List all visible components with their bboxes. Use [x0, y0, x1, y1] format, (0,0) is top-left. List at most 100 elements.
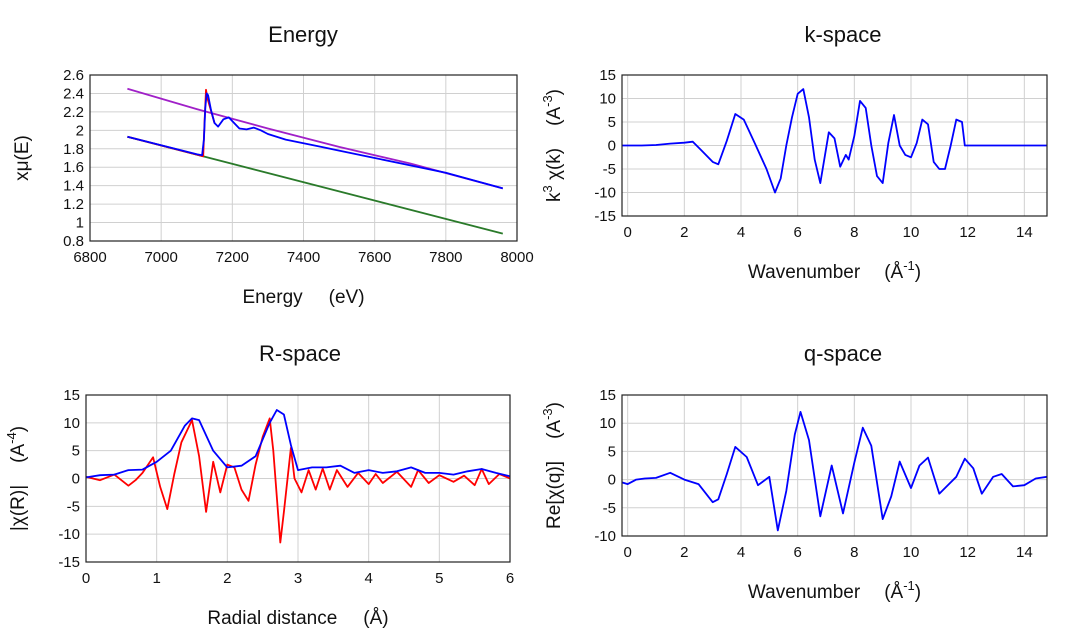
- x-tick-label: 14: [1016, 224, 1033, 241]
- y-tick-label: 0.8: [63, 233, 84, 250]
- y-tick-label: 5: [72, 443, 80, 460]
- y-tick-label: -5: [67, 498, 80, 515]
- y-tick-label: -10: [594, 185, 616, 202]
- y-label-exponent: -3: [540, 408, 555, 420]
- x-tick-label: 0: [82, 570, 90, 587]
- y-tick-label: 5: [608, 443, 616, 460]
- x-tick-label: 14: [1016, 544, 1033, 561]
- qspace-title: q-space: [804, 341, 882, 366]
- kspace-panel: k-space 0 2 4 6 8 10 12 14 -15 -10 -5 0 5 10 15 Wavenumb…: [540, 22, 1048, 283]
- y-label-quantity: Re[χ(q)]: [544, 461, 565, 529]
- y-label-unit: (A: [544, 107, 565, 126]
- energy-panel: Energy 6800 7000 7200 7400 7600 7800 8000 0.81 1.…: [12, 22, 534, 308]
- y-label-quantity: xμ(E): [12, 135, 33, 181]
- rspace-frame: [85, 394, 511, 563]
- x-label-unit-close: ): [915, 582, 921, 603]
- y-label-exponent: -4: [4, 432, 19, 444]
- x-tick-label: 2: [680, 224, 688, 241]
- rspace-y-axis-label: |χ(R)| (A-4): [4, 426, 29, 531]
- rspace-series-real-part: [86, 417, 510, 544]
- x-tick-label: 7200: [216, 249, 249, 266]
- x-tick-label: 10: [903, 224, 920, 241]
- x-tick-label: 4: [737, 544, 745, 561]
- qspace-y-axis-label: Re[χ(q)] (A-3): [540, 402, 565, 529]
- y-tick-label: 15: [599, 387, 616, 404]
- y-tick-label: 1.8: [63, 141, 84, 158]
- y-tick-label: -15: [594, 208, 616, 225]
- y-label-unit: (A: [8, 444, 29, 463]
- x-label-exponent: -1: [903, 578, 915, 593]
- x-tick-label: 8: [850, 224, 858, 241]
- x-tick-label: 8000: [500, 249, 533, 266]
- y-tick-label: 1.4: [63, 178, 84, 195]
- y-tick-label: 0: [72, 471, 80, 488]
- rspace-series-0: [86, 409, 510, 479]
- energy-series-2: [127, 88, 216, 158]
- kspace-title: k-space: [804, 22, 881, 47]
- energy-title: Energy: [268, 22, 338, 47]
- x-tick-label: 5: [435, 570, 443, 587]
- y-tick-label: 15: [599, 67, 616, 84]
- y-tick-label: 2: [76, 122, 84, 139]
- y-tick-label: 2.4: [63, 85, 84, 102]
- x-tick-label: 0: [623, 224, 631, 241]
- kspace-series-0: [622, 88, 1047, 194]
- y-label-k-exponent: 3: [540, 185, 555, 192]
- y-tick-label: 2.6: [63, 67, 84, 84]
- x-tick-label: 6: [793, 224, 801, 241]
- rspace-x-axis-label: Radial distance (Å): [207, 608, 388, 629]
- y-tick-label: 2.2: [63, 104, 84, 121]
- y-tick-label: -10: [594, 528, 616, 545]
- y-tick-label: 5: [608, 114, 616, 131]
- x-tick-label: 1: [152, 570, 160, 587]
- x-tick-label: 2: [680, 544, 688, 561]
- y-tick-label: 0: [608, 472, 616, 489]
- y-tick-label: 1: [76, 215, 84, 232]
- y-label-unit-close: ): [544, 89, 565, 95]
- x-tick-label: 4: [364, 570, 372, 587]
- rspace-panel: R-space 0 1 2 3 4 5 6 -15 -10 -5 0 5 10 15 Radial dista…: [4, 341, 514, 629]
- kspace-y-axis-label: k3 χ(k) (A-3): [540, 89, 565, 202]
- y-tick-label: 15: [63, 387, 80, 404]
- y-tick-label: -5: [603, 161, 616, 178]
- x-label-quantity: Energy: [242, 287, 303, 308]
- x-tick-label: 6800: [73, 249, 106, 266]
- energy-series-1: [127, 87, 504, 190]
- y-label-k: k: [544, 192, 565, 202]
- x-tick-label: 12: [959, 224, 976, 241]
- x-tick-label: 3: [294, 570, 302, 587]
- x-tick-label: 8: [850, 544, 858, 561]
- y-tick-label: 0: [608, 138, 616, 155]
- energy-y-axis-label: xμ(E): [12, 135, 33, 181]
- y-label-unit-close: ): [544, 402, 565, 408]
- x-label-unit: (Å: [884, 582, 903, 603]
- x-tick-label: 6: [793, 544, 801, 561]
- y-label-exponent: -3: [540, 95, 555, 107]
- energy-frame: [89, 74, 518, 242]
- x-tick-label: 0: [623, 544, 631, 561]
- qspace-x-axis-label: Wavenumber (Å-1): [748, 578, 921, 603]
- y-tick-label: -5: [603, 500, 616, 517]
- x-label-unit: (Å: [884, 262, 903, 283]
- x-label-unit: (eV): [329, 287, 365, 308]
- y-tick-label: 1.2: [63, 196, 84, 213]
- y-tick-label: 10: [599, 415, 616, 432]
- kspace-frame: [621, 74, 1048, 217]
- x-tick-label: 10: [903, 544, 920, 561]
- x-label-unit: (Å): [363, 608, 388, 629]
- qspace-series-0: [622, 410, 1047, 532]
- x-tick-label: 7400: [287, 249, 320, 266]
- x-label-quantity: Radial distance: [207, 608, 337, 629]
- y-tick-label: 10: [63, 415, 80, 432]
- y-tick-label: -15: [58, 554, 80, 571]
- x-label-unit-close: ): [915, 262, 921, 283]
- x-tick-label: 2: [223, 570, 231, 587]
- rspace-title: R-space: [259, 341, 341, 366]
- y-label-unit: (A: [544, 420, 565, 439]
- x-tick-label: 4: [737, 224, 745, 241]
- x-label-quantity: Wavenumber: [748, 582, 861, 603]
- qspace-panel: q-space 0 2 4 6 8 10 12 14 -10 -5 0 5 10 15 Wavenumber (…: [540, 341, 1048, 603]
- x-label-exponent: -1: [903, 258, 915, 273]
